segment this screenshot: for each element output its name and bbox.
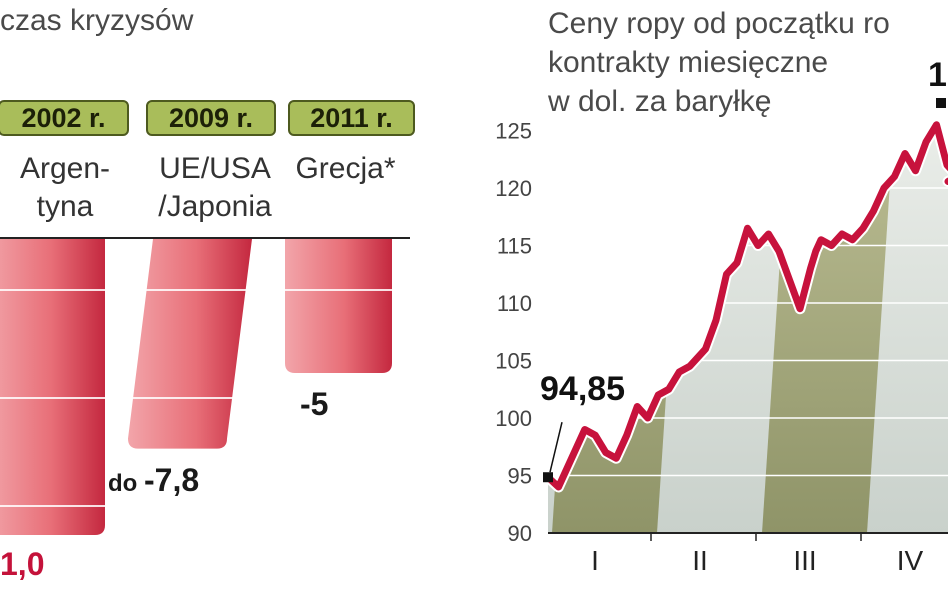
crisis-bar-1 [128, 239, 252, 449]
value-label-greece: -5 [300, 386, 329, 422]
year-badge-2009: 2009 r. [146, 100, 276, 136]
y-tick-label: 125 [495, 119, 532, 144]
y-tick-label: 100 [495, 406, 532, 431]
y-tick-label: 95 [508, 464, 532, 489]
value-text: -7,8 [144, 462, 200, 498]
crisis-panel-title: czas kryzysów [0, 4, 194, 37]
country-label-argentina: Argen- tyna [19, 152, 111, 223]
start-value-label: 94,85 [540, 370, 625, 408]
value-prefix: do [108, 470, 144, 497]
oil-chart-title-block: Ceny ropy od początku ro kontrakty miesi… [548, 4, 890, 121]
country-label-greece: Grecja* [295, 152, 396, 185]
start-leader-line [549, 422, 563, 473]
oil-chart-ylabel: w dol. za baryłkę [548, 85, 772, 118]
month-label: I [591, 545, 599, 576]
price-line [544, 121, 948, 491]
y-tick-label: 110 [497, 291, 532, 316]
crisis-bar-2 [285, 239, 392, 373]
value-label-argentina: 1,0 [0, 546, 45, 582]
crisis-bar-chart [0, 237, 410, 535]
oil-chart-title: Ceny ropy od początku ro [548, 7, 890, 40]
y-tick-label: 120 [495, 176, 532, 201]
price-line-outline [542, 119, 948, 493]
y-tick-label: 105 [495, 349, 532, 374]
country-label-eu-usa-japan: UE/USA /Japonia [158, 152, 272, 223]
value-label-eu-usa-japan: do -7,8 [108, 462, 199, 499]
y-tick-label: 115 [497, 234, 532, 259]
end-value-label: 1 [928, 56, 947, 94]
month-label: III [793, 545, 816, 576]
oil-chart-subtitle: kontrakty miesięczne [548, 46, 829, 79]
year-badge-2002: 2002 r. [0, 100, 129, 136]
start-marker [543, 472, 553, 483]
y-tick-label: 90 [508, 521, 532, 546]
month-label: IV [897, 545, 924, 576]
month-label: II [692, 545, 708, 576]
year-badge-2011: 2011 r. [288, 100, 415, 136]
end-marker [936, 98, 946, 108]
crisis-bar-0 [0, 239, 105, 535]
